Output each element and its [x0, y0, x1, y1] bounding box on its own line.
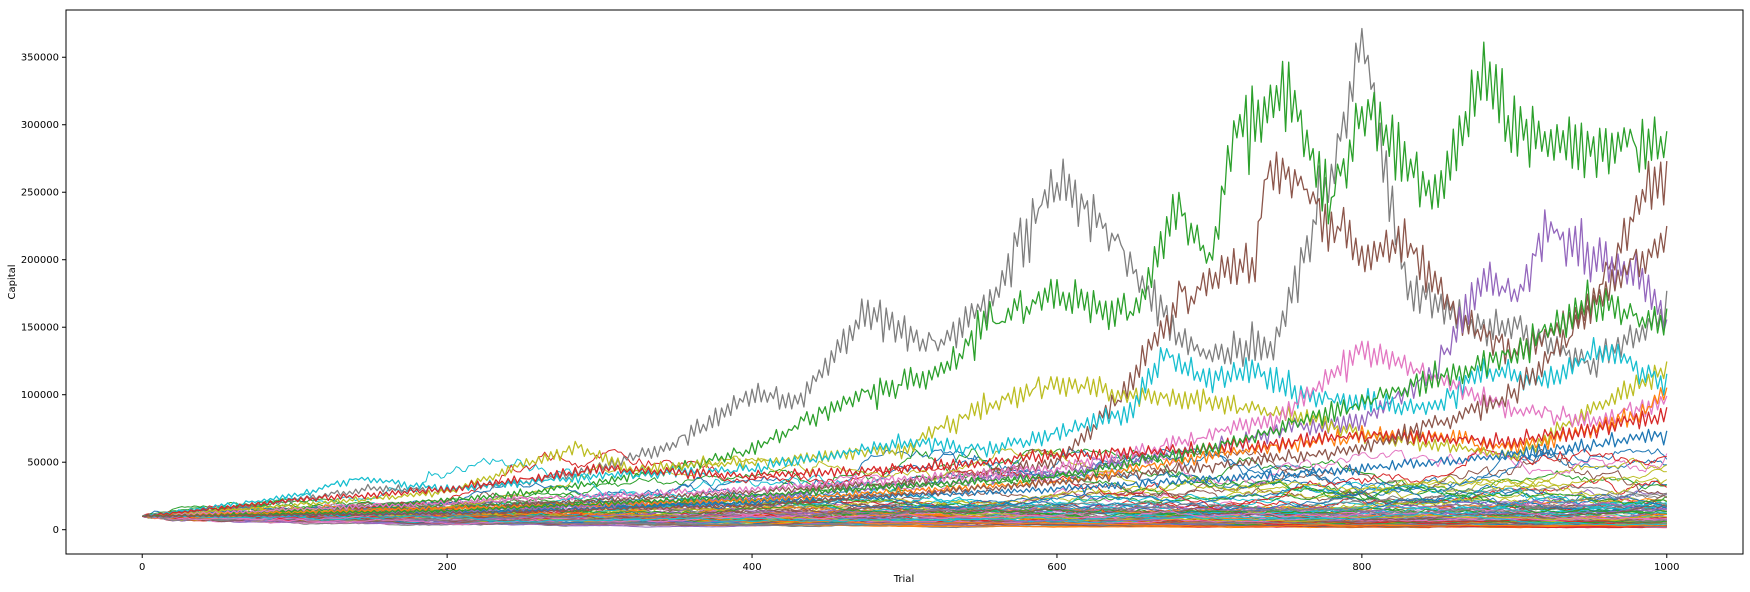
- y-tick-label: 100000: [21, 390, 59, 401]
- series-line-9: [142, 407, 1668, 518]
- y-tick-label: 250000: [21, 188, 59, 199]
- series-line-1: [142, 27, 1668, 518]
- y-axis-label: Capital: [7, 264, 18, 299]
- x-tick-label: 1000: [1654, 562, 1679, 573]
- series-line-5: [142, 361, 1668, 518]
- x-axis-ticks: 0 200 400 600 800 1000: [139, 554, 1679, 573]
- series-line-background-66: [142, 515, 1667, 528]
- x-axis-label: Trial: [893, 574, 914, 585]
- series-line-background-78: [142, 510, 1667, 528]
- series-line-11: [142, 279, 1668, 518]
- series-line-2: [142, 41, 1668, 518]
- x-tick-label: 200: [438, 562, 457, 573]
- plot-background: [66, 10, 1743, 554]
- series-line-background-89: [142, 448, 1667, 517]
- plot-frame: [65, 9, 1744, 555]
- series-line-background-87: [142, 508, 1667, 525]
- y-tick-label: 350000: [21, 53, 59, 64]
- series-line-6: [142, 336, 1668, 518]
- x-tick-label: 600: [1047, 562, 1066, 573]
- x-tick-label: 400: [742, 562, 761, 573]
- y-tick-label: 50000: [27, 458, 59, 469]
- y-tick-label: 0: [53, 525, 59, 536]
- x-tick-label: 0: [139, 562, 145, 573]
- y-tick-label: 150000: [21, 323, 59, 334]
- series-line-background-90: [142, 512, 1667, 526]
- y-tick-label: 200000: [21, 255, 59, 266]
- x-tick-label: 800: [1352, 562, 1371, 573]
- y-axis-ticks: 0 50000 100000 150000 200000 250000 300000 3500…: [21, 53, 66, 536]
- series-line-12: [142, 225, 1668, 518]
- series-layer: [141, 27, 1668, 529]
- series-line-7: [141, 340, 1668, 518]
- series-line-8: [142, 387, 1668, 518]
- y-tick-label: 300000: [21, 120, 59, 131]
